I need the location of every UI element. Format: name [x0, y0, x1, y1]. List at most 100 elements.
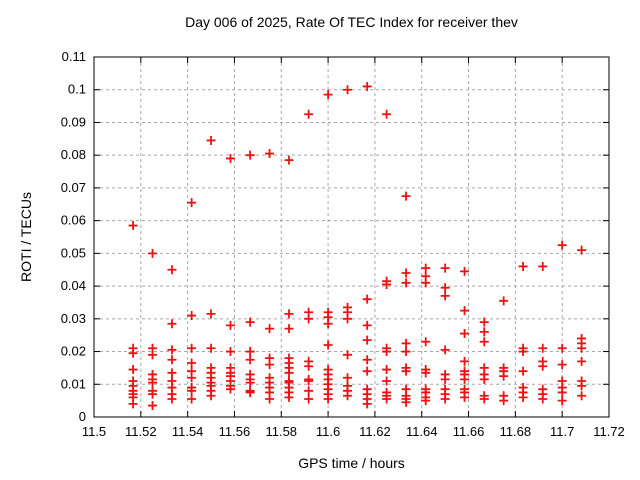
data-point: [128, 399, 138, 409]
data-point: [440, 374, 450, 384]
data-point: [343, 373, 353, 383]
data-point: [187, 373, 197, 383]
data-point: [284, 368, 294, 378]
data-point: [401, 268, 411, 278]
data-point: [362, 335, 372, 345]
data-point: [225, 153, 235, 163]
x-tick-label: 11.7: [550, 424, 574, 439]
data-point: [128, 221, 138, 231]
data-point: [343, 85, 353, 95]
data-point: [518, 366, 528, 376]
data-point: [304, 376, 314, 386]
data-point: [479, 327, 489, 337]
data-point: [343, 391, 353, 401]
data-point: [499, 396, 509, 406]
data-point: [479, 317, 489, 327]
data-point: [206, 391, 216, 401]
data-point: [284, 324, 294, 334]
y-tick-label: 0.02: [61, 344, 86, 359]
data-point: [382, 279, 392, 289]
y-tick-label: 0.1: [68, 82, 86, 97]
x-tick-label: 11.6: [316, 424, 340, 439]
plot-border: [93, 56, 610, 418]
y-tick-label: 0: [79, 409, 86, 424]
data-point: [225, 347, 235, 357]
data-point: [167, 319, 177, 329]
data-point: [557, 360, 567, 370]
data-point: [382, 365, 392, 375]
x-tick-label: 11.72: [593, 424, 625, 439]
x-tick-label: 11.5: [82, 424, 106, 439]
data-point: [362, 294, 372, 304]
data-point: [245, 317, 255, 327]
data-point: [323, 319, 333, 329]
data-point: [401, 278, 411, 288]
data-point: [382, 394, 392, 404]
x-tick-label: 11.68: [500, 424, 532, 439]
y-tick-label: 0.06: [61, 213, 86, 228]
data-point: [577, 356, 587, 366]
data-point: [304, 386, 314, 396]
data-point: [557, 343, 567, 353]
data-point: [362, 366, 372, 376]
x-tick-label: 11.62: [359, 424, 391, 439]
data-point: [206, 309, 216, 319]
data-point: [225, 320, 235, 330]
y-tick-label: 0.08: [61, 147, 86, 162]
data-point: [128, 348, 138, 358]
data-point: [323, 394, 333, 404]
data-point: [401, 397, 411, 407]
data-point: [362, 355, 372, 365]
data-point: [225, 384, 235, 394]
data-point: [577, 391, 587, 401]
data-point: [382, 376, 392, 386]
data-point: [421, 278, 431, 288]
data-point: [479, 394, 489, 404]
data-point: [421, 263, 431, 273]
data-point: [148, 350, 158, 360]
data-point: [167, 355, 177, 365]
data-point: [284, 392, 294, 402]
data-point: [577, 245, 587, 255]
data-point: [187, 343, 197, 353]
x-tick-label: 11.58: [265, 424, 297, 439]
data-point: [460, 329, 470, 339]
data-point: [538, 394, 548, 404]
x-tick-label: 11.66: [453, 424, 485, 439]
data-point: [577, 381, 587, 391]
data-point: [323, 90, 333, 100]
y-tick-label: 0.03: [61, 311, 86, 326]
data-point: [304, 314, 314, 324]
data-point: [362, 81, 372, 91]
data-point: [382, 347, 392, 357]
data-point: [440, 394, 450, 404]
data-point: [440, 283, 450, 293]
data-point: [265, 360, 275, 370]
y-tick-label: 0.09: [61, 114, 86, 129]
data-point: [518, 261, 528, 271]
chart-title: Day 006 of 2025, Rate Of TEC Index for r…: [185, 14, 518, 30]
data-point: [382, 109, 392, 119]
y-tick-label: 0.07: [61, 180, 86, 195]
x-axis-title: GPS time / hours: [298, 455, 405, 471]
data-point: [245, 378, 255, 388]
data-point: [323, 340, 333, 350]
data-point: [460, 306, 470, 316]
data-point: [245, 150, 255, 160]
data-point: [460, 266, 470, 276]
data-point: [206, 135, 216, 145]
data-point: [148, 248, 158, 258]
data-point: [538, 261, 548, 271]
data-point: [362, 320, 372, 330]
data-point: [362, 399, 372, 409]
y-tick-label: 0.11: [62, 49, 86, 64]
data-point: [538, 361, 548, 371]
data-point: [401, 366, 411, 376]
x-tick-label: 11.56: [219, 424, 251, 439]
y-tick-label: 0.04: [61, 278, 86, 293]
data-point: [187, 311, 197, 321]
data-point: [421, 337, 431, 347]
data-point: [479, 337, 489, 347]
data-point: [245, 355, 255, 365]
